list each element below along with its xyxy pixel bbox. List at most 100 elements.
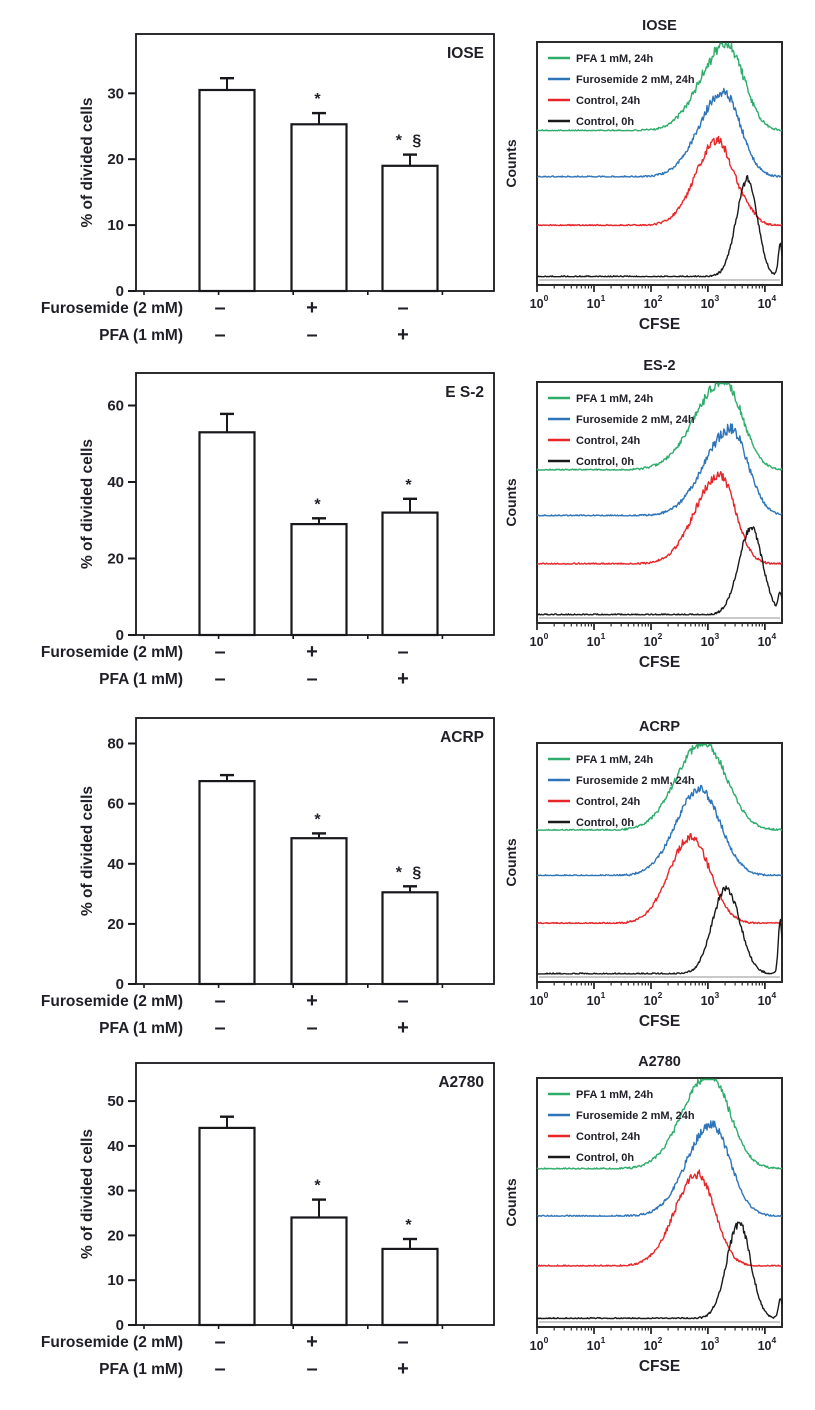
condition-symbol: –: [306, 668, 317, 690]
y-tick-label: 0: [116, 1317, 124, 1334]
condition-symbol: –: [306, 324, 317, 346]
legend-label-control-24h: Control, 24h: [576, 435, 640, 447]
flow-histogram-acrp: ACRP PFA 1 mM, 24h Furosemide 2 mM, 24h Con…: [503, 719, 783, 1030]
y-tick-label: 20: [107, 916, 124, 933]
x-tick-label: 100: [530, 293, 549, 311]
bar: [381, 511, 439, 637]
condition-label-pfa-1-mm: PFA (1 mM): [99, 671, 183, 688]
condition-symbol: –: [214, 1331, 225, 1353]
legend-label-pfa-1-mm-24h: PFA 1 mM, 24h: [576, 53, 654, 65]
bar-chart-acrp: 0 20 40 60 80 * * § ACRP % of divided cells Furos…: [41, 717, 495, 1039]
plot-frame: [536, 1077, 783, 1328]
bar: [290, 837, 348, 986]
y-tick-label: 40: [107, 856, 124, 873]
curve-control-24h: [536, 135, 783, 227]
condition-symbol: +: [397, 1358, 409, 1380]
legend-label-control-24h: Control, 24h: [576, 1131, 640, 1143]
condition-symbol: –: [306, 1358, 317, 1380]
condition-symbol: –: [397, 1331, 408, 1353]
y-axis-label: Counts: [503, 139, 519, 187]
significance-marker: *: [405, 1217, 414, 1234]
y-tick-label: 0: [116, 627, 124, 644]
flow-histogram-es-2: ES-2 PFA 1 mM, 24h Furosemide 2 mM, 24h Con…: [503, 358, 783, 671]
condition-symbol: –: [397, 297, 408, 319]
x-tick-label: 102: [644, 293, 663, 311]
significance-marker: *: [405, 477, 414, 494]
condition-symbol: –: [397, 990, 408, 1012]
legend-label-control-0h: Control, 0h: [576, 817, 634, 829]
condition-symbol: –: [214, 324, 225, 346]
curve-control-24h: [537, 833, 783, 925]
condition-symbol: –: [214, 668, 225, 690]
x-tick-label: 100: [530, 631, 549, 649]
y-axis-label: % of divided cells: [79, 439, 96, 569]
histogram-title: IOSE: [642, 18, 677, 34]
condition-label-pfa-1-mm: PFA (1 mM): [99, 327, 183, 344]
bar: [198, 1126, 256, 1327]
legend-label-control-24h: Control, 24h: [576, 796, 640, 808]
y-tick-label: 10: [107, 217, 124, 234]
y-tick-label: 0: [116, 976, 124, 993]
curve-furosemide-2-mm-24h: [536, 423, 783, 517]
x-tick-label: 103: [701, 990, 720, 1008]
figure-row-iose: 0 10 20 30 * * § IOSE % of divided cells Furosem…: [41, 18, 783, 346]
bar-chart-title: A2780: [438, 1074, 484, 1091]
bar-chart-title: IOSE: [447, 45, 484, 62]
significance-marker: * §: [396, 133, 425, 150]
condition-label-furosemide-2-mm: Furosemide (2 mM): [41, 300, 183, 317]
curve-pfa-1-mm-24h: [536, 42, 783, 132]
x-tick-label: 104: [758, 293, 777, 311]
plot-frame: [536, 41, 783, 286]
flow-histogram-a2780: A2780 PFA 1 mM, 24h Furosemide 2 mM, 24h Co…: [503, 1054, 783, 1375]
curve-control-0h: [536, 526, 783, 616]
x-tick-label: 101: [587, 631, 606, 649]
curve-pfa-1-mm-24h: [536, 743, 782, 831]
curve-pfa-1-mm-24h: [536, 382, 783, 471]
bar-chart-a2780: 0 10 20 30 40 50 * * A2780 % of divided cells Furo…: [41, 1062, 495, 1380]
legend-label-furosemide-2-mm-24h: Furosemide 2 mM, 24h: [576, 414, 695, 426]
y-tick-label: 50: [107, 1093, 124, 1110]
significance-marker: *: [314, 811, 323, 828]
bar: [198, 88, 256, 293]
legend-label-pfa-1-mm-24h: PFA 1 mM, 24h: [576, 754, 654, 766]
bar-chart-iose: 0 10 20 30 * * § IOSE % of divided cells Furosem…: [41, 33, 495, 346]
bar: [290, 123, 348, 293]
condition-symbol: +: [306, 1331, 318, 1353]
flow-histogram-iose: IOSE PFA 1 mM, 24h Furosemide 2 mM, 24h Con…: [503, 18, 783, 333]
condition-symbol: –: [397, 641, 408, 663]
curve-control-0h: [536, 1221, 783, 1320]
figure-row-es-2: 0 20 40 60 * * E S-2 % of divided cells Furosemi…: [41, 358, 783, 690]
significance-marker: *: [314, 1178, 323, 1195]
legend-label-control-0h: Control, 0h: [576, 1152, 634, 1164]
legend-label-control-0h: Control, 0h: [576, 456, 634, 468]
significance-marker: *: [314, 91, 323, 108]
x-axis-label: CFSE: [639, 1013, 680, 1030]
condition-symbol: +: [306, 990, 318, 1012]
x-tick-label: 104: [758, 1335, 777, 1353]
figure-row-a2780: 0 10 20 30 40 50 * * A2780 % of divided cells Furo…: [41, 1054, 783, 1380]
x-tick-label: 103: [701, 1335, 720, 1353]
condition-label-furosemide-2-mm: Furosemide (2 mM): [41, 1334, 183, 1351]
x-tick-label: 102: [644, 990, 663, 1008]
bar: [290, 522, 348, 637]
y-axis-label: Counts: [503, 838, 519, 886]
y-axis-label: Counts: [503, 478, 519, 526]
curve-control-0h: [536, 174, 783, 278]
histogram-title: ACRP: [639, 719, 680, 735]
x-tick-label: 104: [758, 990, 777, 1008]
y-tick-label: 20: [107, 1227, 124, 1244]
condition-symbol: –: [214, 1017, 225, 1039]
curve-pfa-1-mm-24h: [536, 1078, 783, 1170]
y-tick-label: 40: [107, 474, 124, 491]
plot-frame: [536, 381, 783, 624]
y-tick-label: 20: [107, 551, 124, 568]
condition-symbol: –: [214, 297, 225, 319]
condition-label-furosemide-2-mm: Furosemide (2 mM): [41, 644, 183, 661]
y-tick-label: 30: [107, 1183, 124, 1200]
histogram-title: ES-2: [643, 358, 675, 374]
x-tick-label: 100: [530, 1335, 549, 1353]
condition-symbol: –: [214, 641, 225, 663]
y-axis-label: % of divided cells: [79, 786, 96, 916]
x-tick-label: 103: [701, 631, 720, 649]
